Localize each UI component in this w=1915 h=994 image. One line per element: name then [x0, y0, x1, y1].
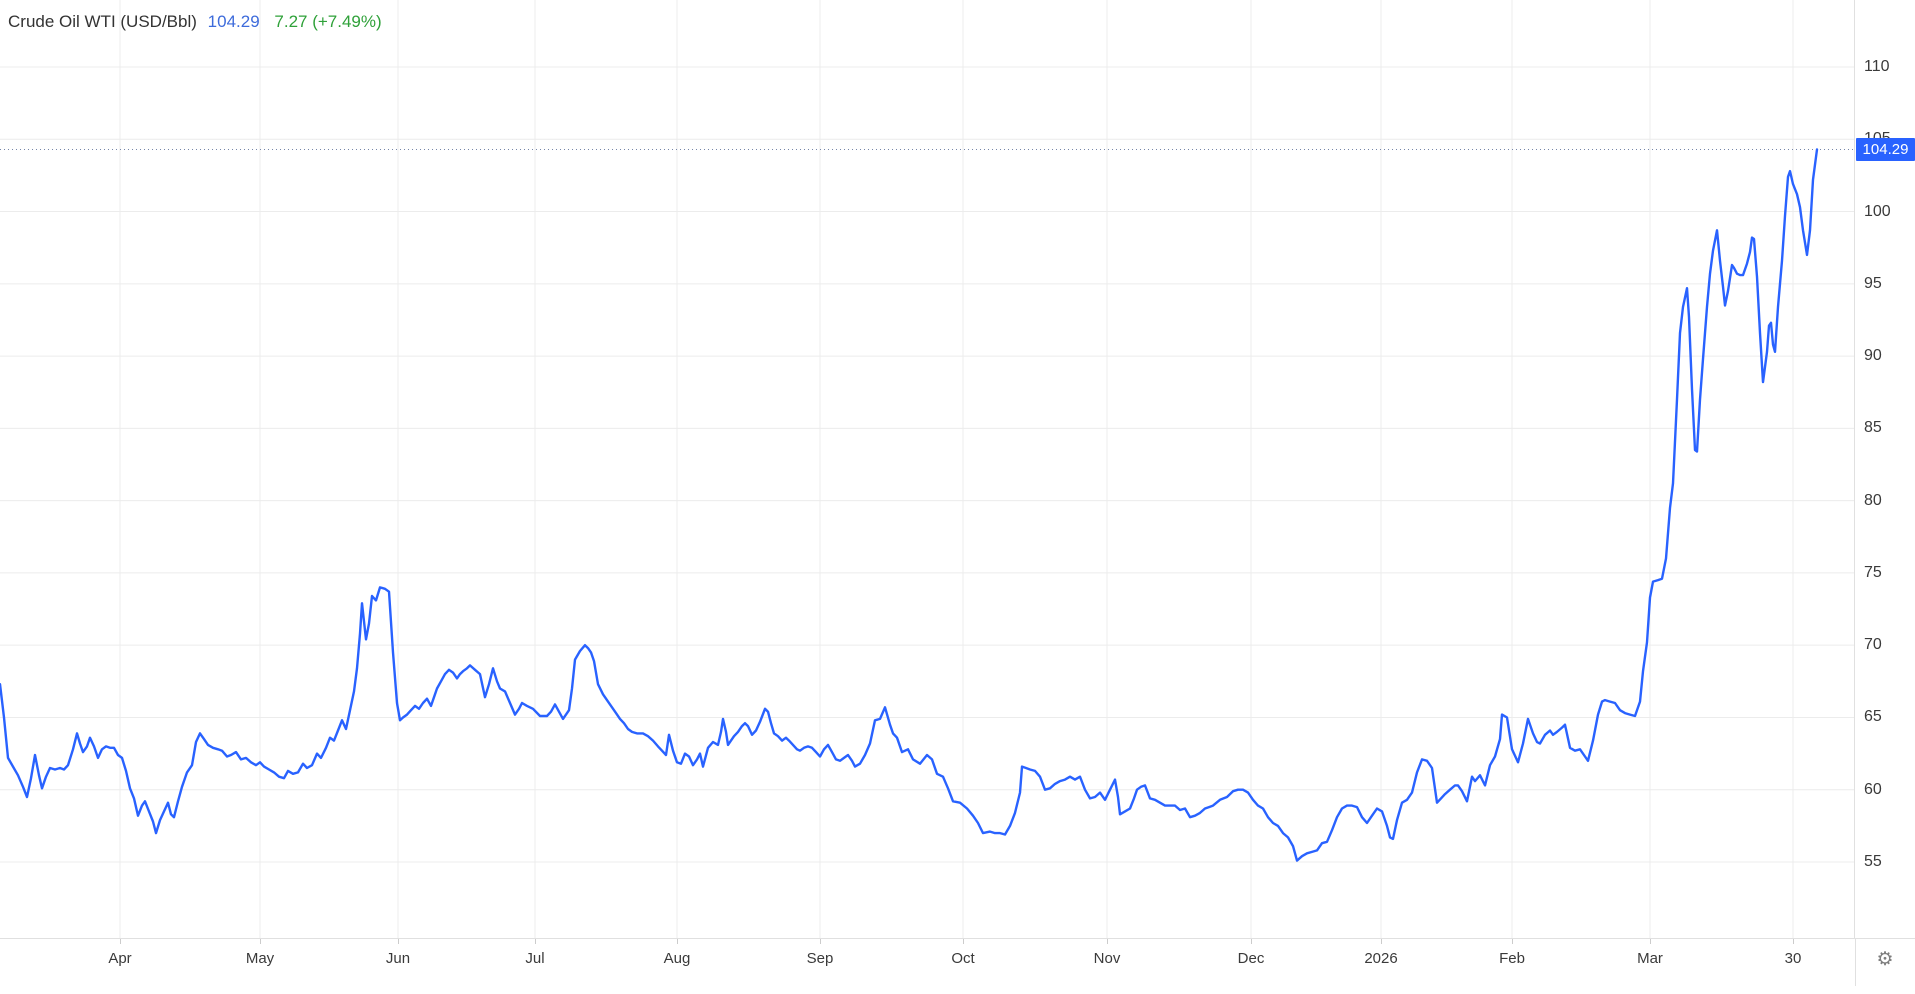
time-axis-tick — [963, 939, 964, 944]
time-axis-tick — [1793, 939, 1794, 944]
price-axis-tick-label: 60 — [1864, 780, 1882, 798]
time-axis-tick — [1381, 939, 1382, 944]
time-axis-tick — [1251, 939, 1252, 944]
time-axis-tick-label: Nov — [1093, 950, 1121, 967]
chart-header: Crude Oil WTI (USD/Bbl) 104.29 7.27 (+7.… — [8, 11, 382, 33]
time-axis-tick-label: Feb — [1499, 950, 1525, 967]
time-axis-tick-label: May — [245, 950, 275, 967]
instrument-title: Crude Oil WTI (USD/Bbl) — [8, 12, 197, 31]
time-axis-tick-label: Sep — [806, 950, 834, 967]
price-axis-tick-label: 80 — [1864, 491, 1882, 509]
price-axis-tick-label: 100 — [1864, 202, 1891, 220]
price-axis-tick-label: 70 — [1864, 636, 1882, 654]
time-axis-tick — [1107, 939, 1108, 944]
time-axis-tick — [1650, 939, 1651, 944]
price-line-series — [0, 148, 1819, 862]
price-change-value: 7.27 (+7.49%) — [274, 12, 382, 31]
last-price-value: 104.29 — [207, 12, 260, 31]
gear-icon[interactable]: ⚙ — [1876, 948, 1894, 970]
time-axis-tick-label: Apr — [108, 950, 132, 967]
time-axis-tick-label: 2026 — [1364, 950, 1398, 967]
time-axis-tick-label: Aug — [663, 950, 691, 967]
last-price-axis-label: 104.29 — [1856, 138, 1915, 162]
time-axis-tick — [1512, 939, 1513, 944]
price-axis-tick-label: 95 — [1864, 274, 1882, 292]
time-axis-tick-label: Oct — [951, 950, 975, 967]
time-axis-tick-label: Mar — [1637, 950, 1663, 967]
time-axis-tick-label: Dec — [1237, 950, 1265, 967]
time-axis-tick — [120, 939, 121, 944]
price-axis-tick-label: 55 — [1864, 852, 1882, 870]
price-axis-tick-label: 75 — [1864, 563, 1882, 581]
price-axis-tick-label: 90 — [1864, 347, 1882, 365]
time-axis-tick-label: 30 — [1784, 950, 1802, 967]
time-axis-tick — [398, 939, 399, 944]
time-axis-tick-label: Jul — [525, 950, 545, 967]
time-axis-tick — [260, 939, 261, 944]
time-axis-tick — [677, 939, 678, 944]
time-axis-tick — [535, 939, 536, 944]
price-axis-tick-label: 85 — [1864, 419, 1882, 437]
time-axis-tick-label: Jun — [385, 950, 411, 967]
price-axis-tick-label: 65 — [1864, 708, 1882, 726]
time-axis[interactable]: ⚙ Apr May Jun Jul Aug Sep Oct Nov Dec 2026 Feb Mar 3… — [0, 938, 1915, 994]
time-axis-tick — [820, 939, 821, 944]
axis-corner-separator — [1855, 939, 1856, 986]
price-axis-tick-label: 110 — [1864, 58, 1890, 75]
last-price-axis-label-text: 104.29 — [1862, 141, 1909, 159]
